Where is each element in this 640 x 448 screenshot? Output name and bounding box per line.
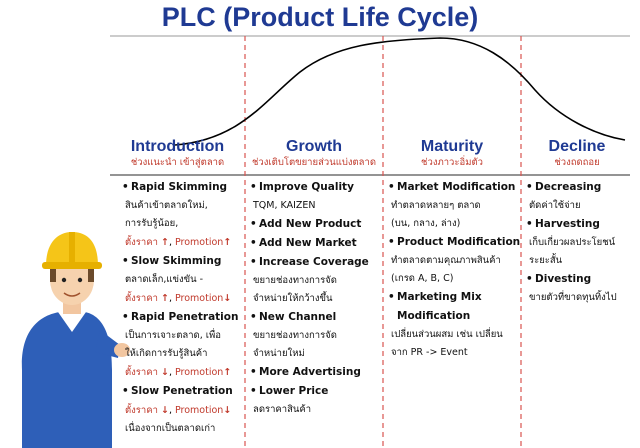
list-item: • Improve Quality xyxy=(250,181,354,193)
item-desc: เปลี่ยนส่วนผสม เช่น เปลี่ยน xyxy=(391,329,503,340)
item-desc: ลดราคาสินค้า xyxy=(253,404,312,415)
list-item: • Product Modification xyxy=(388,236,521,248)
phase-name: Growth xyxy=(286,138,342,155)
item-desc: จำหน่ายให้กว้างขึ้น xyxy=(253,293,333,304)
phase-name: Introduction xyxy=(130,138,225,155)
phase-thai: ช่วงเติบโตขยายส่วนแบ่งตลาด xyxy=(251,157,376,168)
list-item: • Slow Penetration xyxy=(122,385,233,397)
item-desc: ขยายช่องทางการจัด xyxy=(253,330,337,341)
item-desc: TQM, KAIZEN xyxy=(253,200,316,211)
growth-strategies: • Improve Quality TQM, KAIZEN • Add New Pr… xyxy=(250,178,383,419)
list-item: • Rapid Skimming xyxy=(122,181,228,193)
item-desc: ทำตลาดหลายๆ ตลาด xyxy=(391,200,481,211)
phase-thai: ช่วงแนะนำ เข้าสู่ตลาด xyxy=(130,157,225,168)
price-promotion-row: ตั้งราคา ↓, Promotion↓ xyxy=(125,405,232,416)
item-desc: ตลาดเล็ก,แข่งขัน - xyxy=(125,274,204,285)
price-promotion-row: ตั้งราคา ↓, Promotion↑ xyxy=(125,367,232,378)
phase-maturity: Maturity ช่วงภาวะอิ่มตัว xyxy=(383,138,521,170)
item-desc: (เกรด A, B, C) xyxy=(391,273,454,284)
item-desc: จาก PR -> Event xyxy=(391,347,468,358)
price-promotion-row: ตั้งราคา ↑, Promotion↓ xyxy=(125,293,232,304)
list-item: • Marketing Mix xyxy=(388,291,482,303)
item-desc: สินค้าเข้าตลาดใหม่, xyxy=(125,200,208,211)
phase-name: Decline xyxy=(548,138,606,155)
phase-thai: ช่วงภาวะอิ่มตัว xyxy=(421,157,483,168)
list-item: • Harvesting xyxy=(526,218,600,230)
item-desc: เป็นการเจาะตลาด, เพื่อ xyxy=(125,330,221,341)
phase-decline: Decline ช่วงถดถอย xyxy=(521,138,633,170)
item-desc: (บน, กลาง, ล่าง) xyxy=(391,218,461,229)
price-promotion-row: ตั้งราคา ↑, Promotion↑ xyxy=(125,237,232,248)
phase-introduction: Introduction ช่วงแนะนำ เข้าสู่ตลาด xyxy=(110,138,245,170)
list-item: • Rapid Penetration xyxy=(122,311,239,323)
list-item: • Increase Coverage xyxy=(250,256,369,268)
list-item-cont: Modification xyxy=(397,310,471,322)
phase-name: Maturity xyxy=(420,138,484,155)
list-item: • Market Modification xyxy=(388,181,516,193)
item-desc: ตัดค่าใช้จ่าย xyxy=(529,200,581,211)
page-title: PLC (Product Life Cycle) xyxy=(161,2,479,32)
item-desc: ระยะสั้น xyxy=(529,255,563,266)
list-item: • Decreasing xyxy=(526,181,602,193)
decline-strategies: • Decreasing ตัดค่าใช้จ่าย • Harvesting เก… xyxy=(526,178,638,307)
list-item: • Add New Product xyxy=(250,218,362,230)
item-desc: เก็บเกี่ยวผลประโยชน์ xyxy=(529,237,616,248)
item-desc: ขยายช่องทางการจัด xyxy=(253,275,337,286)
item-desc: จำหน่ายใหม่ xyxy=(253,348,305,359)
list-item: • Add New Market xyxy=(250,237,357,249)
maturity-strategies: • Market Modification ทำตลาดหลายๆ ตลาด (บ… xyxy=(388,178,521,362)
list-item: • Slow Skimming xyxy=(122,255,222,267)
list-item: • More Advertising xyxy=(250,366,361,378)
phase-thai: ช่วงถดถอย xyxy=(554,157,600,168)
list-item: • Lower Price xyxy=(250,385,329,397)
introduction-strategies: • Rapid Skimming สินค้าเข้าตลาดใหม่, การร… xyxy=(122,178,245,438)
item-desc: การรับรู้น้อย, xyxy=(125,218,179,229)
item-desc: ทำตลาดตามคุณภาพสินค้า xyxy=(391,255,501,266)
list-item: • Divesting xyxy=(526,273,592,285)
item-desc: ให้เกิดการรับรู้สินค้า xyxy=(125,348,208,359)
item-desc: เนื่องจากเป็นตลาดเก่า xyxy=(125,423,216,434)
item-desc: ขายตัวที่ขาดทุนทิ้งไป xyxy=(529,292,617,303)
construction-worker-illustration xyxy=(21,232,130,448)
life-cycle-curve xyxy=(174,37,626,146)
phase-growth: Growth ช่วงเติบโตขยายส่วนแบ่งตลาด xyxy=(245,138,383,170)
list-item: • New Channel xyxy=(250,311,337,323)
